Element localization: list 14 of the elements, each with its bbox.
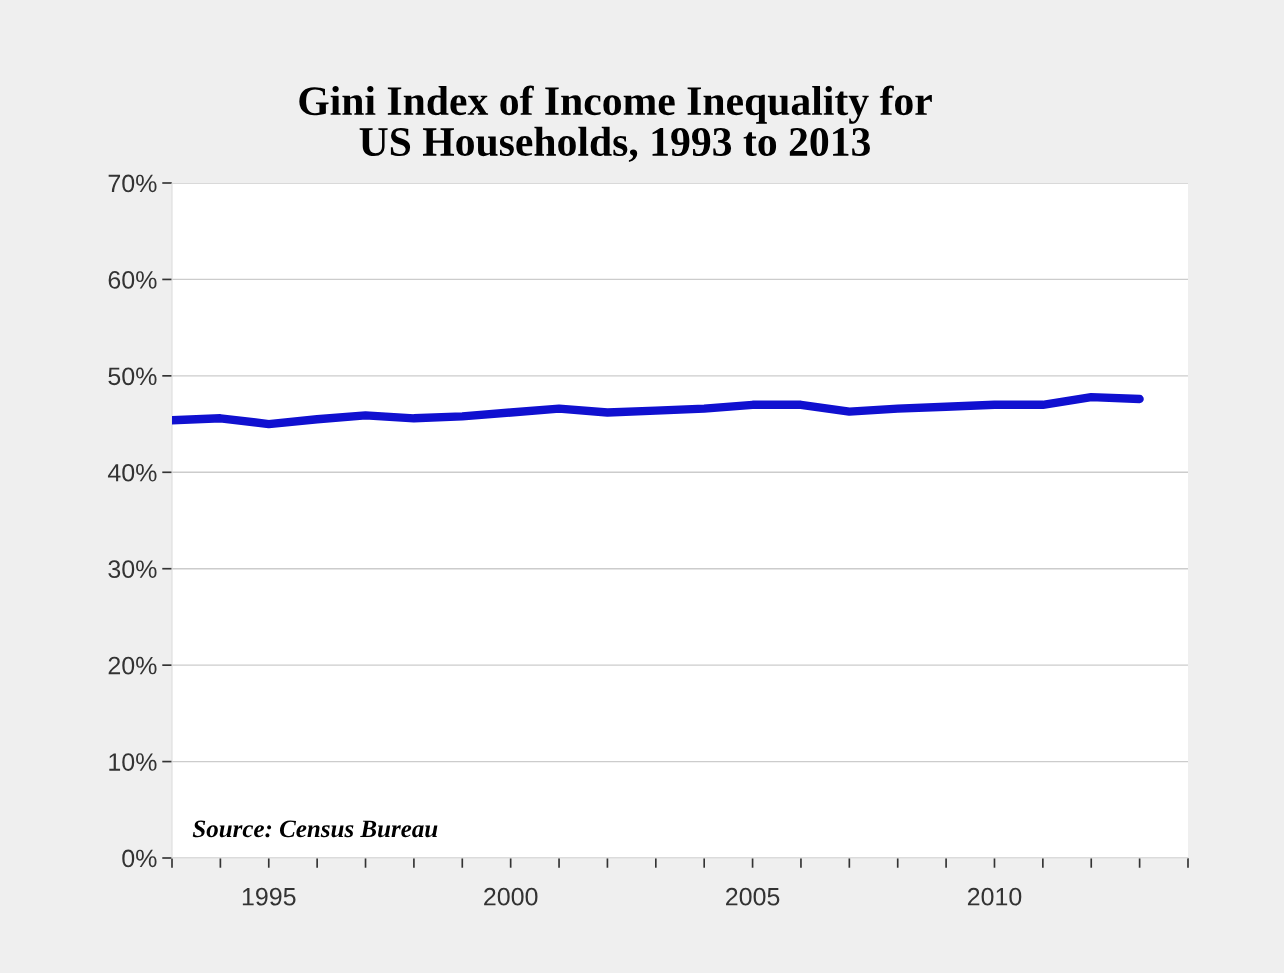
y-tick-label: 40% bbox=[107, 463, 157, 482]
annotation: Source: Census Bureau bbox=[192, 820, 438, 838]
y-tick-label: 60% bbox=[108, 271, 157, 289]
y-tick-label: 0% bbox=[122, 849, 157, 868]
y-tick-label: 70% bbox=[108, 174, 157, 193]
chart-title: Gini Index of Income Inequality for US Households, 1993 to 2013 bbox=[299, 85, 932, 163]
y-tick-label: 10% bbox=[109, 753, 157, 771]
y-tick-label: 30% bbox=[108, 560, 157, 579]
x-tick-label: 2005 bbox=[726, 887, 780, 906]
y-tick-label: 20% bbox=[108, 656, 157, 675]
x-tick-label: 2010 bbox=[967, 887, 1022, 906]
x-tick-label: 1995 bbox=[242, 887, 296, 906]
x-tick-label: 2000 bbox=[484, 887, 538, 906]
y-tick-label: 50% bbox=[108, 367, 157, 386]
